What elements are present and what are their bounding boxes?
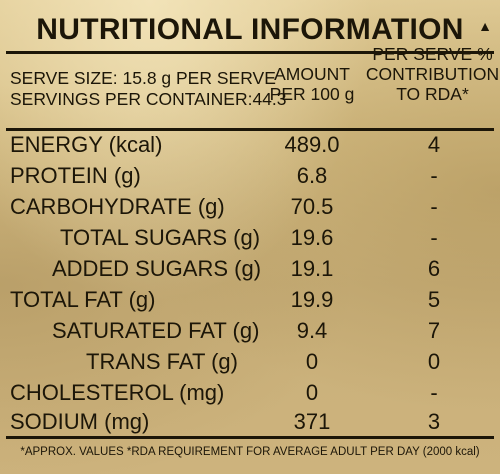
nutrient-name: TOTAL SUGARS (g) <box>60 225 261 250</box>
nutrient-name: CHOLESTEROL (mg) <box>10 380 225 405</box>
nutrient-rda: - <box>430 380 438 405</box>
nutrient-name: PROTEIN (g) <box>10 163 141 188</box>
nutrient-amount: 6.8 <box>296 163 328 188</box>
nutrient-rda: - <box>430 194 438 219</box>
nutrient-rda: 0 <box>427 349 441 374</box>
nutrient-name: ADDED SUGARS (g) <box>52 256 262 281</box>
nutrient-row-total-fat: TOTAL FAT (g) 19.9 5 <box>0 284 500 315</box>
nutrient-row-trans-fat: TRANS FAT (g) 0 0 <box>0 346 500 377</box>
rda-header-line3: TO RDA* <box>396 84 469 104</box>
nutrient-rda: - <box>430 163 438 188</box>
rda-header-line2: CONTRIBUTION <box>365 64 500 84</box>
nutrient-row-protein: PROTEIN (g) 6.8 - <box>0 160 500 191</box>
nutrient-rda: 3 <box>427 409 441 434</box>
nutrient-amount: 0 <box>305 380 319 405</box>
nutrient-row-added-sugars: ADDED SUGARS (g) 19.1 6 <box>0 253 500 284</box>
amount-column-header: AMOUNT PER 100 g <box>262 64 362 104</box>
nutrient-amount: 19.6 <box>290 225 334 250</box>
nutrient-amount: 489.0 <box>284 132 340 157</box>
nutrient-row-total-sugars: TOTAL SUGARS (g) 19.6 - <box>0 222 500 253</box>
triangle-mark-icon: ▲ <box>478 18 492 34</box>
nutrient-name: TRANS FAT (g) <box>86 349 238 374</box>
nutrient-amount: 9.4 <box>296 318 328 343</box>
nutrient-amount: 19.9 <box>290 287 334 312</box>
footer-divider <box>6 436 494 439</box>
nutrient-name: SODIUM (mg) <box>10 409 150 434</box>
nutrient-name: SATURATED FAT (g) <box>52 318 260 343</box>
title-divider <box>6 51 494 54</box>
nutrient-row-sodium: SODIUM (mg) 371 3 <box>0 406 500 437</box>
nutrient-rda: 7 <box>427 318 441 343</box>
nutrient-row-cholesterol: CHOLESTEROL (mg) 0 - <box>0 377 500 408</box>
nutrient-row-saturated-fat: SATURATED FAT (g) 9.4 7 <box>0 315 500 346</box>
nutrient-rda: - <box>430 225 438 250</box>
nutrient-name: ENERGY (kcal) <box>10 132 163 157</box>
nutrient-name: TOTAL FAT (g) <box>10 287 156 312</box>
nutrient-rda: 4 <box>427 132 441 157</box>
amount-header-line2: PER 100 g <box>269 84 355 104</box>
rda-header-line1: PER SERVE % <box>372 44 493 64</box>
serve-size: SERVE SIZE: 15.8 g PER SERVE <box>10 68 276 88</box>
nutrient-amount: 0 <box>305 349 319 374</box>
nutrient-rda: 5 <box>427 287 441 312</box>
nutrient-row-carbohydrate: CARBOHYDRATE (g) 70.5 - <box>0 191 500 222</box>
rda-column-header: PER SERVE % CONTRIBUTION TO RDA* <box>365 44 500 104</box>
nutrient-row-energy: ENERGY (kcal) 489.0 4 <box>0 129 500 160</box>
nutrition-title: NUTRITIONAL INFORMATION <box>36 13 464 46</box>
amount-header-line1: AMOUNT <box>274 64 350 84</box>
header-divider <box>6 128 494 131</box>
nutrient-rda: 6 <box>427 256 441 281</box>
servings-per-container: SERVINGS PER CONTAINER:44.3 <box>10 89 287 109</box>
nutrient-name: CARBOHYDRATE (g) <box>10 194 225 219</box>
footnote: *APPROX. VALUES *RDA REQUIREMENT FOR AVE… <box>20 446 480 458</box>
nutrient-amount: 19.1 <box>290 256 334 281</box>
nutrient-amount: 371 <box>293 409 331 434</box>
nutrient-amount: 70.5 <box>290 194 334 219</box>
